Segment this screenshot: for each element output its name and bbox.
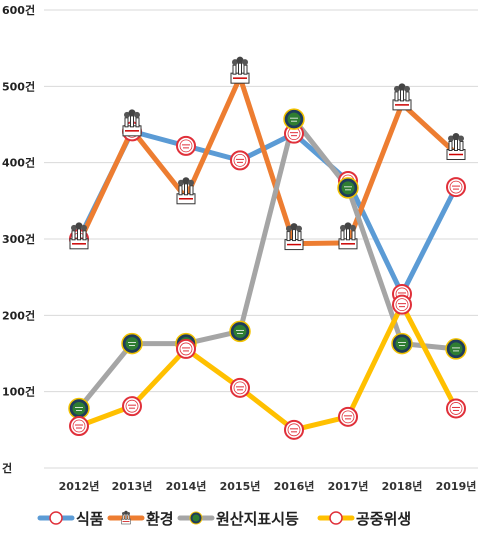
series-line-3 [76, 302, 459, 433]
data-point [284, 419, 304, 440]
data-point [230, 377, 250, 398]
legend-label: 원산지표시등 [216, 510, 299, 528]
data-point [392, 294, 412, 315]
data-point [446, 132, 466, 161]
x-tick-label: 2016년 [274, 479, 315, 493]
legend-label: 환경 [146, 510, 174, 528]
legend-item: 식품 [37, 510, 104, 528]
data-point [392, 82, 412, 111]
legend: 식품 환경 원산지표시등 공중위생 [37, 510, 411, 528]
data-point [283, 108, 305, 130]
data-point [338, 406, 358, 427]
data-point [229, 320, 251, 343]
data-point [122, 108, 142, 137]
data-point [230, 150, 250, 171]
data-point [337, 177, 359, 199]
data-point [122, 396, 142, 417]
x-tick-label: 2019년 [436, 479, 477, 493]
series-markers [68, 55, 467, 440]
y-axis-ticks: 건 100건 200건 300건 400건 500건 600건 [2, 3, 35, 475]
data-point [446, 398, 466, 419]
y-tick-label: 100건 [2, 385, 35, 399]
y-tick-label: 200건 [2, 308, 35, 322]
data-point [391, 332, 413, 355]
legend-item: 원산지표시등 [177, 510, 299, 528]
data-point [176, 135, 196, 156]
data-point [445, 338, 467, 360]
data-point [69, 416, 89, 437]
legend-label: 공중위생 [356, 510, 411, 528]
x-axis-ticks: 2012년 2013년 2014년 2015년 2016년 2017년 2018년 2019년 [59, 479, 477, 493]
legend-item: 환경 [107, 510, 174, 528]
data-point [446, 177, 466, 198]
y-tick-label: 300건 [2, 232, 35, 246]
x-tick-label: 2013년 [112, 479, 153, 493]
legend-label: 식품 [76, 510, 104, 528]
data-point [176, 176, 196, 205]
x-tick-label: 2018년 [382, 479, 423, 493]
data-point [176, 338, 196, 359]
data-point [69, 221, 89, 250]
x-tick-label: 2017년 [328, 479, 369, 493]
x-tick-label: 2015년 [220, 479, 261, 493]
series-line-1 [76, 74, 459, 247]
y-tick-label: 건 [2, 461, 12, 475]
x-tick-label: 2014년 [166, 479, 207, 493]
data-point [284, 222, 304, 251]
y-tick-label: 600건 [2, 3, 35, 17]
y-tick-label: 500건 [2, 79, 35, 93]
data-point [68, 397, 90, 420]
data-point [230, 55, 250, 84]
data-point [121, 332, 143, 355]
x-tick-label: 2012년 [59, 479, 100, 493]
legend-item: 공중위생 [317, 510, 411, 528]
y-tick-label: 400건 [2, 156, 35, 170]
data-point [338, 221, 358, 250]
